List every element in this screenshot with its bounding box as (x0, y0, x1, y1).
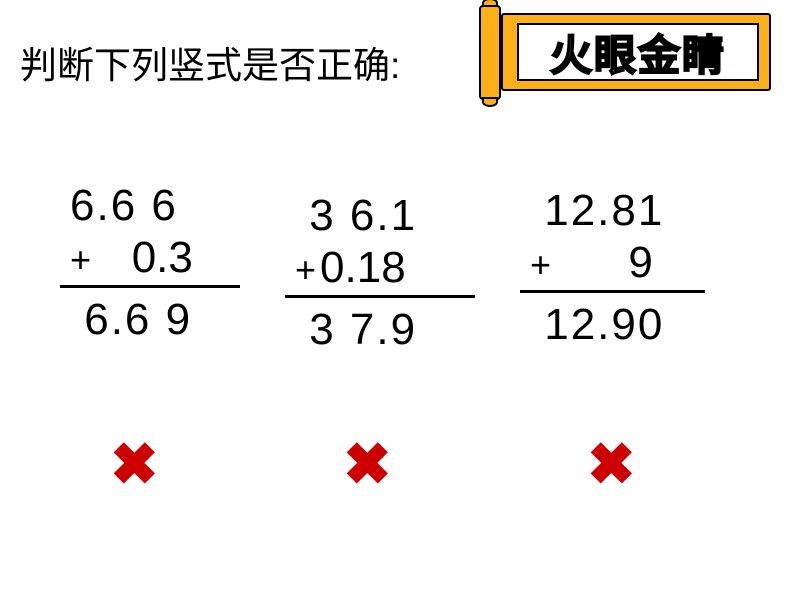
plus-icon: + (70, 239, 91, 281)
problem-2-line (285, 295, 475, 298)
problem-3: 12.81 + 9 12.90 (530, 185, 705, 352)
plus-icon: + (295, 249, 316, 291)
problem-2-result: 3 7.9 (295, 304, 475, 357)
problem-2-addend: 0.18 (320, 243, 406, 293)
problem-1-line (60, 285, 240, 288)
scroll-post (479, 5, 501, 100)
instruction-text: 判断下列竖式是否正确: (20, 35, 400, 89)
problem-3-line (520, 290, 705, 293)
wrong-mark-2: ✖ (343, 430, 392, 498)
problem-2-addend-row: + 0.18 (295, 243, 475, 293)
problem-1: 6.6 6 + 0.3 6.6 9 (70, 180, 240, 347)
problem-1-result: 6.6 9 (70, 294, 240, 347)
wrong-mark-1: ✖ (110, 430, 159, 498)
problem-1-addend: 0.3 (95, 233, 193, 283)
scroll-banner: 火眼金睛 (479, 5, 774, 100)
banner-text: 火眼金睛 (550, 22, 726, 83)
problem-3-addend-row: + 9 (530, 238, 705, 288)
problem-3-top: 12.81 (530, 185, 705, 238)
problem-2: 3 6.1 + 0.18 3 7.9 (295, 190, 475, 357)
problem-1-addend-row: + 0.3 (70, 233, 240, 283)
wrong-mark-3: ✖ (587, 430, 636, 498)
problem-1-top: 6.6 6 (70, 180, 240, 233)
problem-3-addend: 9 (555, 238, 653, 288)
plus-icon: + (530, 244, 551, 286)
problem-2-top: 3 6.1 (295, 190, 475, 243)
scroll-inner: 火眼金睛 (517, 23, 759, 81)
scroll-knob-bottom (482, 97, 498, 107)
problem-3-result: 12.90 (530, 299, 705, 352)
